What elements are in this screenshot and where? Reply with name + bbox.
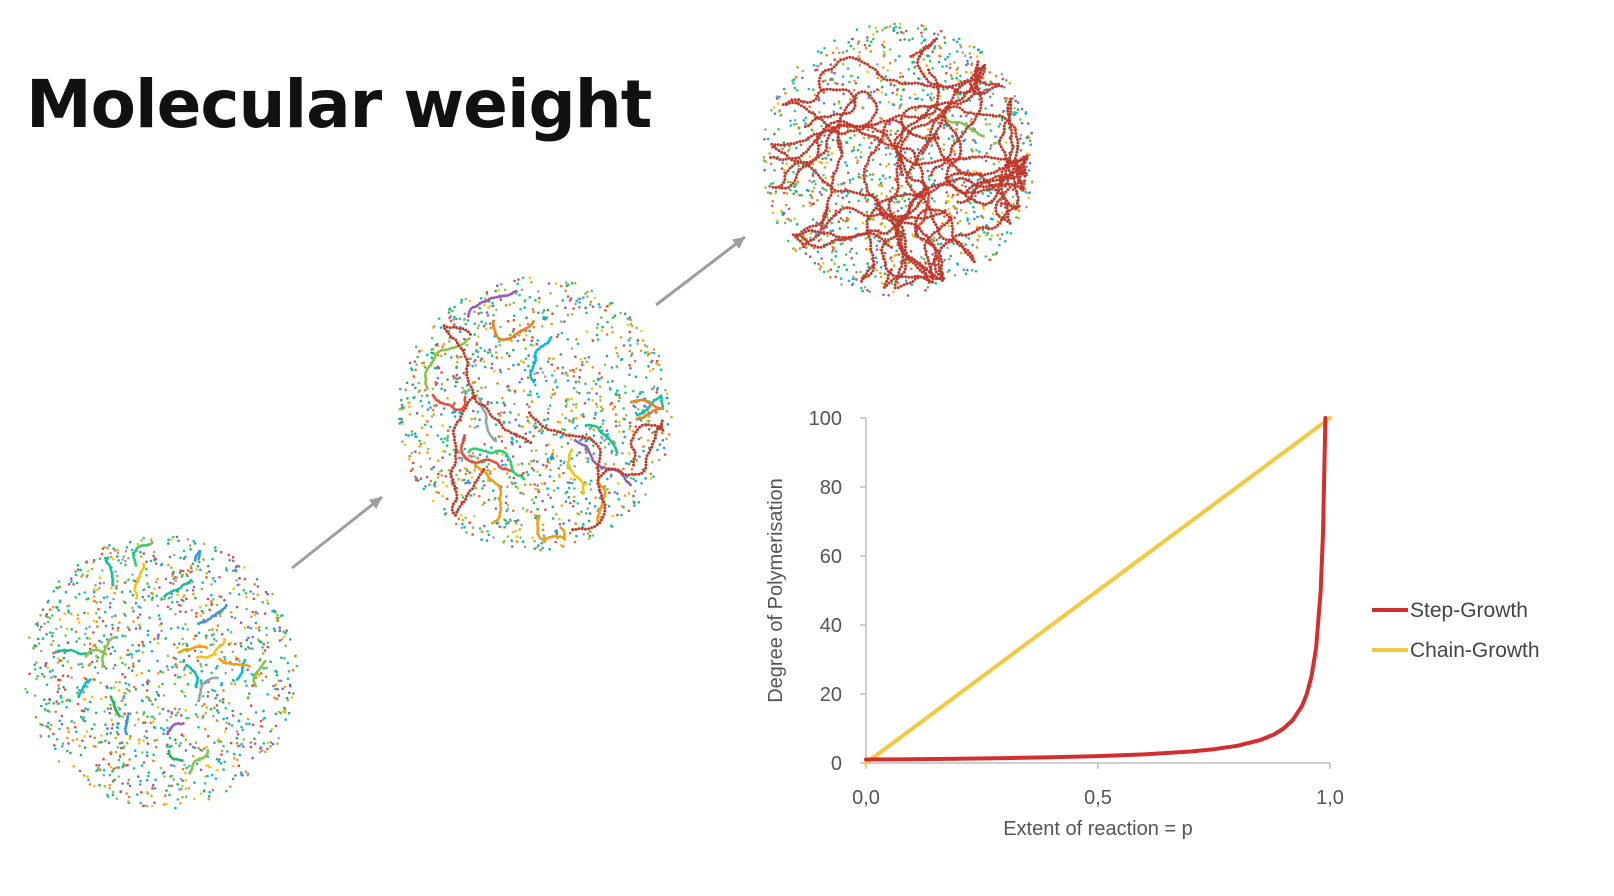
x-tick-label: 0,5: [1084, 787, 1112, 809]
chart-legend: Step-Growth Chain-Growth: [1372, 599, 1540, 662]
legend-item-chain-growth: Chain-Growth: [1372, 639, 1540, 662]
chart-axes: 0 20 40 60 80 100 0,0 0,5 1,0 Extent of reaction …: [765, 408, 1344, 840]
y-tick-label: 100: [809, 408, 842, 430]
x-axis-title: Extent of reaction = p: [1003, 818, 1193, 840]
legend-item-step-growth: Step-Growth: [1372, 599, 1528, 622]
y-tick-label: 20: [820, 684, 842, 706]
stage-arrows: [291, 235, 746, 570]
y-tick-label: 80: [820, 477, 842, 499]
series-line-chain-growth: [864, 416, 1332, 765]
x-tick-label: 0,0: [852, 787, 880, 809]
y-axis-title: Degree of Polymerisation: [765, 478, 787, 703]
stage-arrow-1: [291, 495, 383, 570]
x-tick-label: 1,0: [1316, 787, 1344, 809]
legend-label: Chain-Growth: [1410, 639, 1540, 662]
stage-circle-monomers-and-short-oligomers: [24, 535, 299, 810]
stage-circle-medium-chains: [398, 276, 673, 552]
series-line-step-growth: [864, 416, 1328, 762]
slide-title: Molecular weight: [26, 66, 652, 143]
stage-circle-long-polymer-chains: [762, 22, 1034, 297]
chart-series: [864, 416, 1332, 765]
legend-label: Step-Growth: [1410, 599, 1528, 622]
y-tick-label: 60: [820, 546, 842, 568]
y-tick-label: 40: [820, 615, 842, 637]
stage-arrow-2: [655, 235, 746, 307]
y-tick-label: 0: [831, 753, 842, 775]
